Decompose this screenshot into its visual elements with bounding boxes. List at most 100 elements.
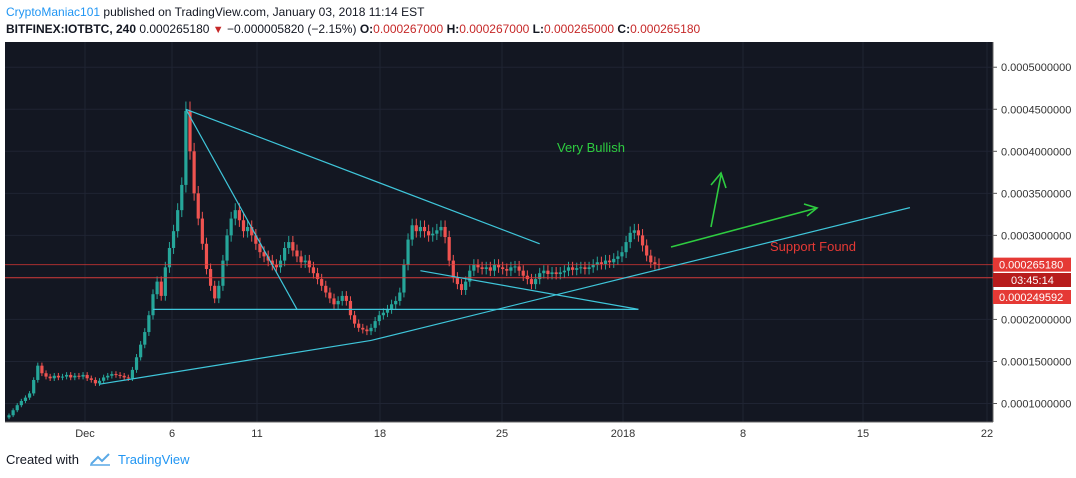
candle-body — [389, 304, 394, 310]
candle-body — [484, 267, 488, 269]
candle-body — [270, 260, 274, 265]
candle-body — [459, 284, 464, 291]
y-tick-label: 0.0003000000 — [1001, 230, 1071, 242]
candle-body — [645, 245, 649, 256]
down-triangle-icon: ▼ — [212, 24, 224, 36]
candle-body — [418, 226, 422, 232]
y-tick-label: 0.0001500000 — [1001, 356, 1071, 368]
low-key: L: — [532, 22, 544, 36]
candle-body — [653, 262, 657, 264]
candle-body — [324, 285, 328, 293]
candle-body — [167, 247, 172, 268]
candle-body — [476, 264, 480, 268]
annotation-very-bullish: Very Bullish — [557, 140, 625, 155]
candle-body — [414, 225, 418, 232]
candle-body — [85, 374, 89, 379]
candle-body — [155, 281, 159, 295]
candle-body — [480, 267, 484, 269]
price-badge — [993, 290, 1071, 304]
candle-body — [188, 110, 192, 152]
low-value: 0.000265000 — [544, 22, 615, 36]
candle-body — [620, 252, 624, 257]
candle-body — [217, 285, 221, 299]
candle-body — [501, 267, 505, 269]
candle-body — [340, 295, 344, 301]
candle-body — [640, 235, 645, 246]
open-key: O: — [359, 22, 374, 36]
candle-body — [427, 231, 431, 236]
candle-body — [562, 270, 566, 273]
candle-body — [229, 218, 233, 236]
candle-body — [241, 220, 246, 232]
candle-body — [287, 242, 291, 248]
candle-body — [431, 233, 435, 236]
candle-body — [225, 235, 229, 261]
candle-body — [196, 193, 200, 219]
candle-body — [455, 277, 460, 285]
trendline — [185, 108, 540, 245]
candle-body — [612, 258, 616, 263]
y-tick-label: 0.0003500000 — [1001, 188, 1071, 200]
x-tick-label: 11 — [251, 428, 262, 440]
candle-body — [48, 376, 52, 379]
candle-body — [649, 255, 653, 263]
candle-body — [56, 375, 60, 378]
candle-body — [546, 270, 550, 275]
bullish-arrow-right-line — [670, 207, 818, 248]
candle-body — [587, 267, 591, 269]
candle-body — [106, 375, 110, 378]
last-price: 0.000265180 — [139, 22, 210, 36]
candle-body — [303, 260, 307, 263]
trendline — [370, 207, 911, 342]
candle-body — [97, 380, 102, 384]
candle-body — [81, 374, 85, 377]
candle-body — [505, 268, 509, 271]
candle-body — [311, 267, 316, 274]
candle-body — [254, 235, 258, 244]
author-link[interactable]: CryptoManiac101 — [6, 5, 101, 19]
ohlc-line: BITFINEX:IOTBTC, 240 0.000265180 ▼ −0.00… — [6, 22, 700, 36]
tradingview-link[interactable]: TradingView — [118, 452, 190, 467]
bullish-arrow-up-head — [710, 171, 727, 189]
candle-body — [102, 377, 106, 381]
candle-body — [320, 279, 324, 286]
chart-header: CryptoManiac101 published on TradingView… — [6, 3, 1066, 39]
candle-body — [213, 285, 217, 299]
candle-body — [377, 315, 381, 322]
candle-body — [385, 309, 390, 313]
candle-body — [422, 226, 427, 232]
candle-body — [496, 264, 501, 268]
candle-body — [143, 332, 147, 345]
x-tick-label: 6 — [169, 428, 175, 440]
candle-body — [32, 379, 36, 394]
candle-body — [130, 369, 135, 379]
price-chart-svg[interactable]: 0.0005000000 0.0004500000 0.0004000000 0.00… — [5, 42, 1071, 442]
candle-body — [521, 270, 525, 276]
candle-body — [488, 267, 492, 271]
created-with-label: Created with — [6, 452, 79, 467]
candle-body — [7, 415, 11, 418]
candle-body — [595, 262, 599, 265]
symbol-label: BITFINEX:IOTBTC, 240 — [6, 22, 137, 36]
candle-body — [299, 256, 303, 263]
chart-area[interactable]: 0.0005000000 0.0004500000 0.0004000000 0.00… — [5, 42, 1071, 442]
candle-body — [357, 323, 361, 328]
candle-body — [204, 243, 209, 269]
candle-body — [344, 295, 348, 301]
x-tick-label: 15 — [857, 428, 869, 440]
candle-body — [628, 232, 632, 243]
y-tick-label: 0.0001000000 — [1001, 399, 1071, 411]
candle-body — [406, 239, 410, 265]
candle-body — [361, 327, 365, 330]
trendline — [99, 339, 372, 385]
candle-body — [60, 376, 65, 378]
x-tick-label: Dec — [75, 428, 95, 440]
candle-body — [77, 375, 81, 377]
candle-body — [52, 375, 56, 379]
candle-body — [599, 262, 604, 264]
candle-body — [579, 267, 583, 269]
close-key: C: — [617, 22, 631, 36]
candle-body — [36, 365, 40, 380]
candle-body — [394, 300, 398, 305]
candle-body — [435, 230, 439, 234]
